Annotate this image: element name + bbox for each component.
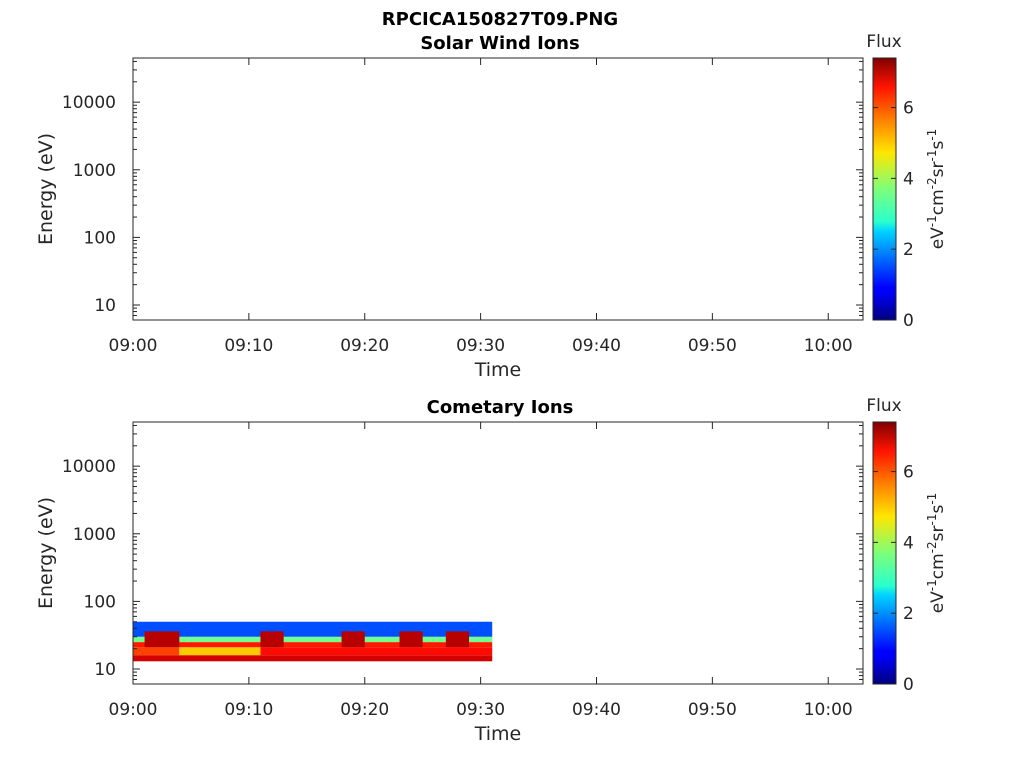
flux-cell [144, 631, 180, 648]
y-tick-label: 10 [94, 660, 116, 680]
y-tick-label: 1000 [73, 161, 116, 181]
plot-frame [132, 57, 864, 321]
colorbar-tick-label: 2 [903, 604, 914, 624]
x-tick-label: 09:20 [340, 700, 389, 720]
x-axis: 09:00 09:10 09:20 09:30 09:40 09:50 10:00 [109, 422, 853, 720]
x-tick-label: 09:30 [456, 336, 505, 356]
x-tick-label: 09:50 [688, 336, 737, 356]
flux-cell [133, 642, 493, 648]
x-tick-label: 09:10 [224, 700, 273, 720]
flux-cell [260, 631, 284, 648]
y-tick-label: 1000 [73, 525, 116, 545]
x-tick-label: 09:30 [456, 700, 505, 720]
x-axis-label: Time [474, 359, 522, 381]
solar-wind-ions-panel: Solar Wind Ions 09:00 09:10 09:20 09:30 09:4… [35, 32, 948, 381]
figure-title: RPCICA150827T09.PNG [382, 9, 618, 30]
colorbar-title: Flux [866, 396, 901, 416]
flux-cell [133, 647, 180, 656]
y-tick-label: 100 [84, 228, 116, 248]
colorbar [872, 57, 897, 321]
panel-title: Cometary Ions [427, 397, 574, 418]
colorbar-tick-label: 6 [903, 99, 914, 119]
colorbar-label: eV-1cm-2sr-1s-1 [925, 129, 948, 250]
y-axis: 10 100 1000 10000 [62, 424, 863, 685]
x-tick-label: 09:10 [224, 336, 273, 356]
colorbar-tick-label: 4 [903, 169, 914, 189]
colorbar-tick-label: 4 [903, 533, 914, 553]
flux-cell [341, 631, 365, 648]
panel-title: Solar Wind Ions [420, 33, 579, 54]
flux-cell [399, 631, 423, 648]
x-tick-label: 09:00 [109, 336, 158, 356]
x-axis-label: Time [474, 723, 522, 745]
x-tick-label: 10:00 [804, 700, 853, 720]
flux-cell [133, 621, 493, 637]
colorbar-title: Flux [866, 32, 901, 52]
y-axis-label: Energy (eV) [35, 133, 57, 245]
colorbar-tick-label: 2 [903, 240, 914, 260]
colorbar-tick-label: 0 [903, 311, 914, 331]
x-tick-label: 09:40 [572, 700, 621, 720]
x-tick-label: 09:20 [340, 336, 389, 356]
colorbar-tick-label: 6 [903, 463, 914, 483]
colorbar-ticks: 0 2 4 6 [873, 99, 914, 331]
x-tick-label: 09:40 [572, 336, 621, 356]
flux-cell [445, 631, 470, 648]
y-axis: 10 100 1000 10000 [62, 60, 863, 321]
x-tick-label: 09:00 [109, 700, 158, 720]
x-tick-label: 10:00 [804, 336, 853, 356]
y-axis-label: Energy (eV) [35, 497, 57, 609]
spectrogram-cells [133, 621, 493, 662]
flux-cell [133, 655, 493, 662]
flux-cell [179, 647, 261, 656]
colorbar-tick-label: 0 [903, 675, 914, 695]
cometary-ions-panel: Cometary Ions 09:00 09:10 09:20 09:30 09:40 0… [35, 396, 948, 745]
y-tick-label: 10 [94, 296, 116, 316]
colorbar-ticks: 0 2 4 6 [873, 463, 914, 695]
y-tick-label: 100 [84, 592, 116, 612]
y-tick-label: 10000 [62, 93, 116, 113]
plot-frame [132, 421, 864, 685]
x-axis: 09:00 09:10 09:20 09:30 09:40 09:50 10:00 [109, 58, 853, 356]
flux-cell [133, 636, 493, 643]
colorbar-label: eV-1cm-2sr-1s-1 [925, 493, 948, 614]
flux-cell [260, 647, 493, 656]
x-tick-label: 09:50 [688, 700, 737, 720]
colorbar [872, 421, 897, 685]
y-tick-label: 10000 [62, 457, 116, 477]
